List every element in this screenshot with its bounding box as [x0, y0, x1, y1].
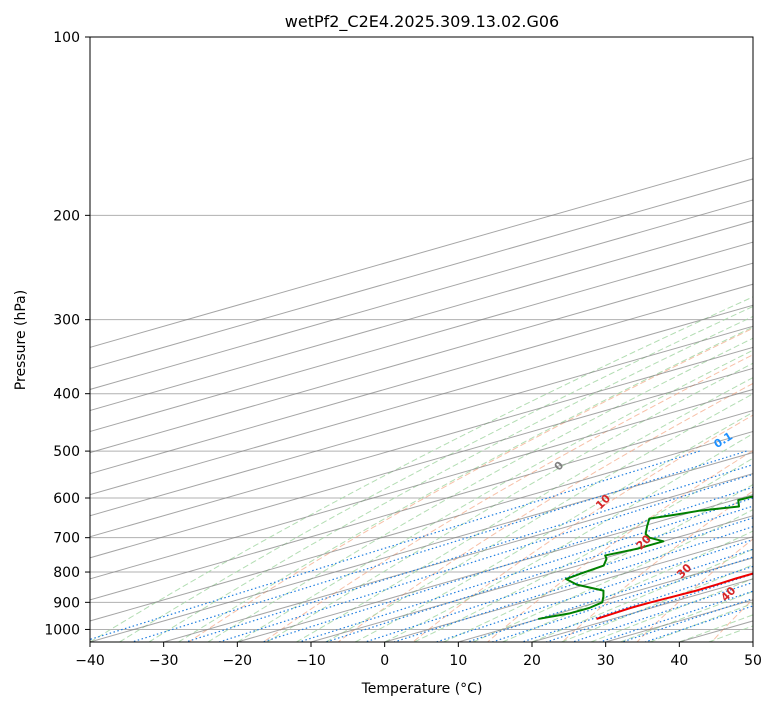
mixing-ratio-line [393, 526, 753, 642]
isotherm-line [90, 220, 753, 411]
y-tick-label: 600 [53, 491, 80, 507]
moist-adiabat [90, 296, 753, 642]
moist-adiabat [384, 433, 753, 642]
y-tick-label: 800 [53, 565, 80, 581]
y-tick-label: 500 [53, 444, 80, 460]
isotherm-line [90, 157, 753, 348]
plot-area: -100-90-80-70-60-50-40-30-20-100.10.20.4… [90, 37, 753, 642]
isotherm-line [90, 388, 753, 580]
moist-adiabat [119, 305, 753, 642]
y-tick-label: 700 [53, 531, 80, 547]
isotherm-line [90, 367, 753, 559]
isotherm-line [90, 178, 753, 369]
y-tick-label: 100 [53, 30, 80, 46]
mixing-ratio-line [262, 486, 753, 642]
dry-adiabat [561, 490, 753, 642]
x-tick-label: 10 [449, 653, 467, 669]
y-tick-label: 400 [53, 387, 80, 403]
moist-adiabat [237, 349, 753, 642]
mixing-ratio-line [644, 605, 753, 642]
moist-adiabat [531, 548, 753, 642]
x-tick-label: −20 [223, 653, 253, 669]
isotherm-line [384, 536, 753, 642]
x-tick-label: 30 [597, 653, 615, 669]
x-tick-label: 20 [523, 653, 541, 669]
x-tick-label: −30 [149, 653, 179, 669]
moist-adiabat [148, 315, 753, 642]
mixing-ratio-line [325, 505, 753, 642]
x-tick-label: −40 [75, 653, 105, 669]
isotherm-line [90, 199, 753, 390]
dry-adiabat [636, 538, 753, 642]
x-tick-label: −10 [296, 653, 326, 669]
y-tick-label: 300 [53, 313, 80, 329]
moist-adiabat [296, 377, 753, 642]
isotherm-line [237, 494, 753, 642]
mixing-ratio-line [521, 565, 753, 642]
moist-adiabat [354, 411, 753, 642]
chart-title: wetPf2_C2E4.2025.309.13.02.G06 [285, 12, 559, 32]
moist-adiabat [266, 362, 753, 642]
x-tick-label: 50 [744, 653, 762, 669]
isotherm-line [90, 262, 753, 454]
y-tick-label: 900 [53, 595, 80, 611]
x-tick-label: 40 [670, 653, 688, 669]
moist-adiabat [561, 564, 753, 642]
y-tick-label: 200 [53, 208, 80, 224]
isotherm-line [163, 473, 753, 642]
dry-adiabat [487, 449, 753, 642]
plot-frame [89, 36, 754, 643]
isotherm-line [90, 452, 753, 642]
dewpoint-profile [538, 495, 753, 620]
mixing-ratio-line [299, 497, 753, 642]
x-axis-title: Temperature (°C) [361, 681, 483, 697]
moist-adiabat [620, 590, 753, 642]
moist-adiabat [325, 393, 753, 642]
isotherm-line [90, 409, 753, 601]
moist-adiabat [207, 337, 753, 642]
isotherm-line [90, 283, 753, 475]
isotherm-line [90, 241, 753, 433]
dry-adiabat [263, 354, 753, 642]
dry-adiabat [188, 327, 753, 642]
isotherm-line [90, 304, 753, 496]
axes: −40 −30 −20 −10 0 10 20 30 40 50 100 200 300 400 500 60… [44, 30, 762, 669]
y-axis-title: Pressure (hPa) [13, 290, 29, 390]
mixing-ratio-line [90, 450, 700, 641]
x-tick-label: 0 [380, 653, 389, 669]
isotherm-line [90, 431, 753, 622]
mixing-ratio-line [185, 464, 753, 642]
y-tick-label: 1000 [44, 622, 80, 638]
isotherm-line [90, 325, 753, 517]
mixing-ratio-line [467, 548, 753, 642]
mixing-ratio-line [131, 450, 747, 642]
